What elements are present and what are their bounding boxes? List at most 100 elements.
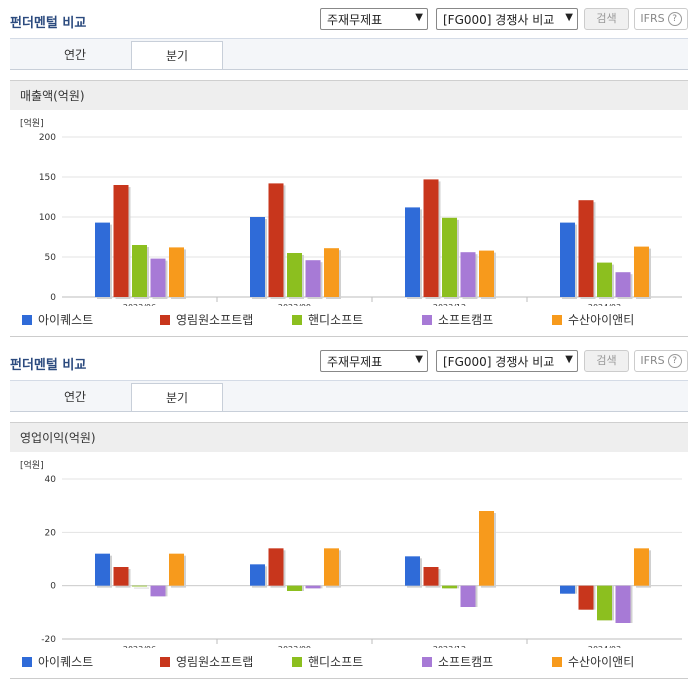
x-tick-label: 2023/12 <box>433 303 466 306</box>
bar[interactable] <box>305 260 321 297</box>
bar[interactable] <box>479 250 494 297</box>
chart-legend: 아이퀘스트 영림원소프트랩 핸디소프트 소프트캠프 수산아이앤티 <box>22 311 682 329</box>
tab-annual[interactable]: 연간 <box>63 390 87 404</box>
panel-title: 펀더멘털 비교 <box>10 358 87 373</box>
y-tick-label: 200 <box>39 133 56 143</box>
legend-swatch <box>292 657 302 667</box>
bar[interactable] <box>615 272 631 297</box>
statement-type-value: 주재무제표 <box>327 13 383 27</box>
y-tick-label: 0 <box>50 582 56 592</box>
bar[interactable] <box>287 253 302 297</box>
chevron-down-icon: ▼ <box>415 354 423 365</box>
bar[interactable] <box>150 585 166 597</box>
chevron-down-icon: ▼ <box>565 12 573 23</box>
legend-label: 아이퀘스트 <box>38 313 94 327</box>
legend-label: 핸디소프트 <box>308 313 364 327</box>
legend-label: 아이퀘스트 <box>38 655 94 669</box>
chevron-down-icon: ▼ <box>415 12 423 23</box>
y-tick-label: 40 <box>45 475 57 485</box>
legend-swatch <box>422 315 432 325</box>
bar[interactable] <box>268 548 284 586</box>
peer-compare-value: [FG000] 경쟁사 비교 <box>443 13 555 27</box>
bar[interactable] <box>405 556 420 586</box>
bar-shadow <box>134 587 149 589</box>
legend-item[interactable]: 핸디소프트 <box>292 311 363 328</box>
legend-item[interactable]: 아이퀘스트 <box>22 653 93 670</box>
bar[interactable] <box>460 252 476 297</box>
bar[interactable] <box>324 548 339 586</box>
x-tick-label: 2024/03 <box>588 303 621 306</box>
bar[interactable] <box>150 258 166 297</box>
metric-subheader: 매출액(억원) <box>10 80 688 110</box>
ifrs-button[interactable]: IFRS? <box>634 350 688 372</box>
legend-item[interactable]: 수산아이앤티 <box>552 311 634 328</box>
bar[interactable] <box>250 217 265 297</box>
bar[interactable] <box>113 185 129 297</box>
bar[interactable] <box>597 585 612 621</box>
legend-item[interactable]: 소프트캠프 <box>422 653 493 670</box>
bar[interactable] <box>578 585 594 610</box>
tab-quarterly[interactable]: 분기 <box>131 383 223 411</box>
ifrs-label: IFRS <box>640 354 665 367</box>
bar[interactable] <box>305 585 321 589</box>
bar[interactable] <box>442 217 457 297</box>
bar[interactable] <box>615 585 631 623</box>
y-unit-label: [억원] <box>20 117 44 129</box>
peer-compare-select[interactable]: [FG000] 경쟁사 비교 ▼ <box>436 8 578 30</box>
bar[interactable] <box>442 585 457 589</box>
y-tick-label: 100 <box>39 213 56 223</box>
ifrs-button[interactable]: IFRS? <box>634 8 688 30</box>
bar[interactable] <box>268 183 284 297</box>
tab-quarterly[interactable]: 분기 <box>131 41 223 69</box>
legend-item[interactable]: 영림원소프트랩 <box>160 311 253 328</box>
bar[interactable] <box>560 222 575 297</box>
ifrs-label: IFRS <box>640 12 665 25</box>
bar[interactable] <box>479 511 494 586</box>
legend-label: 수산아이앤티 <box>568 313 635 327</box>
statement-type-select[interactable]: 주재무제표 ▼ <box>320 350 428 372</box>
bar[interactable] <box>634 548 649 586</box>
bar[interactable] <box>132 585 147 587</box>
bar[interactable] <box>169 247 184 297</box>
operating-profit-chart-svg: [억원] -20 0 20 40 2023/06 2023/09 2023/12 2024/03 <box>20 459 682 648</box>
bar[interactable] <box>169 553 184 586</box>
help-icon[interactable]: ? <box>667 354 682 368</box>
bar[interactable] <box>405 207 420 297</box>
bar[interactable] <box>578 200 594 297</box>
bar[interactable] <box>132 245 147 297</box>
y-unit-label: [억원] <box>20 459 44 471</box>
search-button[interactable]: 검색 <box>584 8 629 30</box>
tab-annual[interactable]: 연간 <box>63 48 87 62</box>
divider <box>10 678 688 679</box>
search-button[interactable]: 검색 <box>584 350 629 372</box>
x-tick-label: 2023/09 <box>278 645 311 648</box>
bar[interactable] <box>423 567 439 586</box>
legend-item[interactable]: 수산아이앤티 <box>552 653 634 670</box>
bar[interactable] <box>423 179 439 297</box>
period-tabs: 연간 분기 <box>10 38 688 70</box>
bar[interactable] <box>95 222 110 297</box>
bar[interactable] <box>634 246 649 297</box>
legend-item[interactable]: 소프트캠프 <box>422 311 493 328</box>
help-icon[interactable]: ? <box>667 12 682 26</box>
x-tick-label: 2024/03 <box>588 645 621 648</box>
legend-item[interactable]: 아이퀘스트 <box>22 311 93 328</box>
peer-compare-value: [FG000] 경쟁사 비교 <box>443 355 555 369</box>
legend-label: 영림원소프트랩 <box>176 655 254 669</box>
bar[interactable] <box>324 248 339 297</box>
chevron-down-icon: ▼ <box>565 354 573 365</box>
panel-title: 펀더멘털 비교 <box>10 16 87 31</box>
bar[interactable] <box>95 553 110 586</box>
statement-type-select[interactable]: 주재무제표 ▼ <box>320 8 428 30</box>
bar[interactable] <box>250 564 265 586</box>
peer-compare-select[interactable]: [FG000] 경쟁사 비교 ▼ <box>436 350 578 372</box>
bar[interactable] <box>113 567 129 586</box>
legend-swatch <box>160 657 170 667</box>
legend-item[interactable]: 영림원소프트랩 <box>160 653 253 670</box>
legend-item[interactable]: 핸디소프트 <box>292 653 363 670</box>
bar[interactable] <box>597 262 612 297</box>
y-tick-label: -20 <box>41 635 56 645</box>
bar[interactable] <box>287 585 302 591</box>
bar[interactable] <box>560 585 575 594</box>
bar[interactable] <box>460 585 476 607</box>
